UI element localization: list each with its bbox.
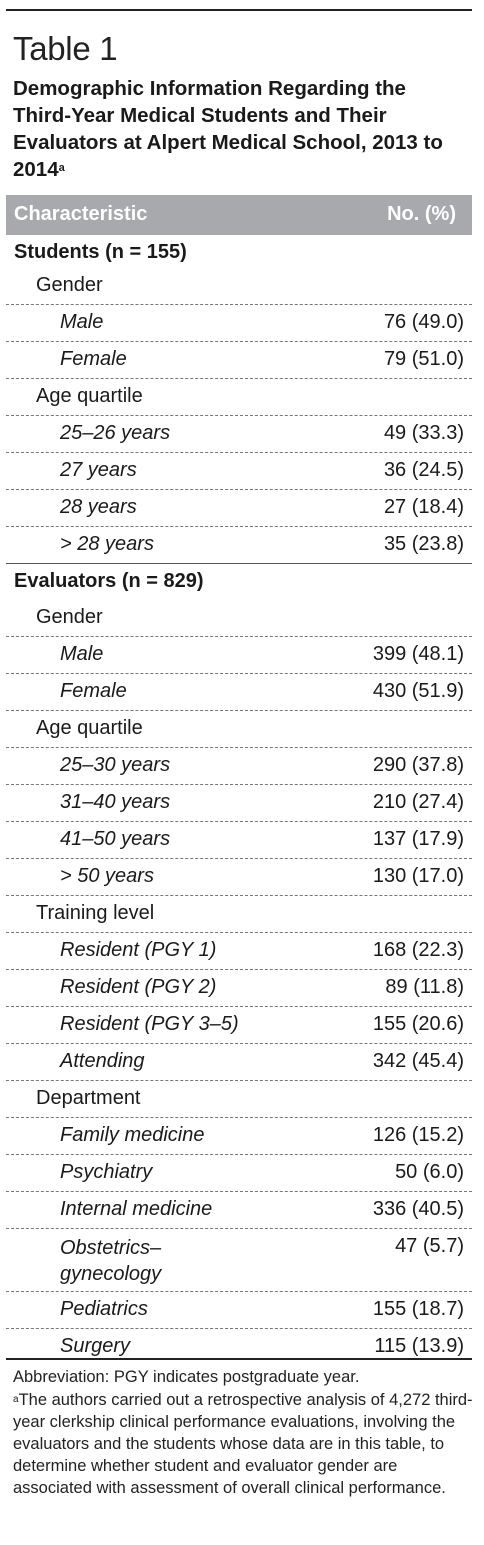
row-value: 89 (11.8) — [385, 976, 464, 998]
table-row: Female 79 (51.0) — [6, 342, 472, 379]
row-label: Gender — [36, 606, 103, 628]
row-value: 76 (49.0) — [383, 311, 464, 333]
subgroup-row: Gender — [6, 600, 472, 637]
table-row: 41–50 years 137 (17.9) — [6, 822, 472, 859]
row-value: 210 (27.4) — [372, 791, 464, 813]
table-row: 31–40 years 210 (27.4) — [6, 785, 472, 822]
row-label: Surgery — [60, 1335, 131, 1357]
header-characteristic: Characteristic — [14, 203, 148, 225]
group-row: Students (n = 155) — [6, 235, 472, 268]
row-label: Female — [60, 680, 127, 702]
row-value: 126 (15.2) — [372, 1124, 464, 1146]
row-value: 137 (17.9) — [372, 828, 464, 850]
table-row: Family medicine 126 (15.2) — [6, 1118, 472, 1155]
row-value: 36 (24.5) — [383, 459, 464, 481]
row-label: 28 years — [60, 496, 137, 518]
footnote-marker: a — [13, 1394, 19, 1405]
top-rule — [6, 9, 472, 11]
row-label: Pediatrics — [60, 1298, 148, 1320]
table-row: Pediatrics 155 (18.7) — [6, 1292, 472, 1329]
subgroup-row: Training level — [6, 896, 472, 933]
row-value: 342 (45.4) — [372, 1050, 464, 1072]
table-row: Male 399 (48.1) — [6, 637, 472, 674]
row-label: Resident (PGY 3–5) — [60, 1013, 239, 1035]
table-row: > 50 years 130 (17.0) — [6, 859, 472, 896]
row-label: Male — [60, 643, 104, 665]
row-value: 155 (18.7) — [372, 1298, 464, 1320]
table-title: Demographic Information Regarding the Th… — [13, 75, 453, 183]
table-row: 25–26 years 49 (33.3) — [6, 416, 472, 453]
row-value: 79 (51.0) — [383, 348, 464, 370]
table-row: 28 years 27 (18.4) — [6, 490, 472, 527]
table-row: Internal medicine 336 (40.5) — [6, 1192, 472, 1229]
table-row: Resident (PGY 3–5) 155 (20.6) — [6, 1007, 472, 1044]
row-label: Psychiatry — [60, 1161, 153, 1183]
row-label: Department — [36, 1087, 141, 1109]
subgroup-row: Age quartile — [6, 379, 472, 416]
row-label: 31–40 years — [60, 791, 171, 813]
subgroup-row: Department — [6, 1081, 472, 1118]
row-label: 27 years — [60, 459, 137, 481]
table-row: Attending 342 (45.4) — [6, 1044, 472, 1081]
row-value: 155 (20.6) — [372, 1013, 464, 1035]
row-value: 168 (22.3) — [372, 939, 464, 961]
table-row: Resident (PGY 1) 168 (22.3) — [6, 933, 472, 970]
table-row: 25–30 years 290 (37.8) — [6, 748, 472, 785]
row-value: 430 (51.9) — [372, 680, 464, 702]
table-row: Male 76 (49.0) — [6, 305, 472, 342]
title-footnote-marker: a — [58, 162, 65, 174]
row-value: 399 (48.1) — [372, 643, 464, 665]
row-label: Students (n = 155) — [14, 241, 187, 263]
row-label: Evaluators (n = 829) — [14, 570, 204, 592]
row-label: Female — [60, 348, 127, 370]
header-value: No. (%) — [387, 203, 456, 225]
table-row: 27 years 36 (24.5) — [6, 453, 472, 490]
row-label: Attending — [60, 1050, 145, 1072]
row-label: Internal medicine — [60, 1198, 213, 1220]
row-label: Family medicine — [60, 1124, 205, 1146]
row-label: Resident (PGY 2) — [60, 976, 217, 998]
abbreviation-note: Abbreviation: PGY indicates postgraduate… — [13, 1368, 360, 1386]
row-value: 35 (23.8) — [383, 533, 464, 555]
table-body: Students (n = 155) Gender Male 76 (49.0) Fem… — [6, 235, 472, 1365]
row-label: 41–50 years — [60, 828, 171, 850]
group-row: Evaluators (n = 829) — [6, 564, 472, 600]
row-value: 27 (18.4) — [383, 496, 464, 518]
table-row: Obstetrics–gynecology 47 (5.7) — [6, 1229, 472, 1292]
row-label: Age quartile — [36, 717, 143, 739]
row-label: 25–30 years — [60, 754, 171, 776]
row-value: 336 (40.5) — [372, 1198, 464, 1220]
table-row: > 28 years 35 (23.8) — [6, 527, 472, 564]
row-label: Age quartile — [36, 385, 143, 407]
row-value: 50 (6.0) — [395, 1161, 464, 1183]
subgroup-row: Age quartile — [6, 711, 472, 748]
row-label: Gender — [36, 274, 103, 296]
footnote-text: The authors carried out a retrospective … — [13, 1391, 473, 1497]
table-label: Table 1 — [13, 30, 118, 67]
table-row: Surgery 115 (13.9) — [6, 1329, 472, 1365]
footnote-a: aThe authors carried out a retrospective… — [13, 1389, 473, 1499]
table-title-text: Demographic Information Regarding the Th… — [13, 77, 443, 181]
row-value: 49 (33.3) — [383, 422, 464, 444]
subgroup-row: Gender — [6, 268, 472, 305]
table-row: Female 430 (51.9) — [6, 674, 472, 711]
row-label: Resident (PGY 1) — [60, 939, 217, 961]
row-label: > 50 years — [60, 865, 154, 887]
row-label: Male — [60, 311, 104, 333]
row-value: 115 (13.9) — [374, 1335, 464, 1357]
row-value: 47 (5.7) — [395, 1235, 464, 1257]
row-value: 130 (17.0) — [372, 865, 464, 887]
table-row: Resident (PGY 2) 89 (11.8) — [6, 970, 472, 1007]
row-label: > 28 years — [60, 533, 154, 555]
row-label: Obstetrics–gynecology — [60, 1237, 162, 1285]
row-label: 25–26 years — [60, 422, 171, 444]
bottom-rule — [6, 1358, 472, 1360]
table-header: Characteristic No. (%) — [6, 195, 472, 235]
table-row: Psychiatry 50 (6.0) — [6, 1155, 472, 1192]
row-value: 290 (37.8) — [372, 754, 464, 776]
row-label: Training level — [36, 902, 155, 924]
